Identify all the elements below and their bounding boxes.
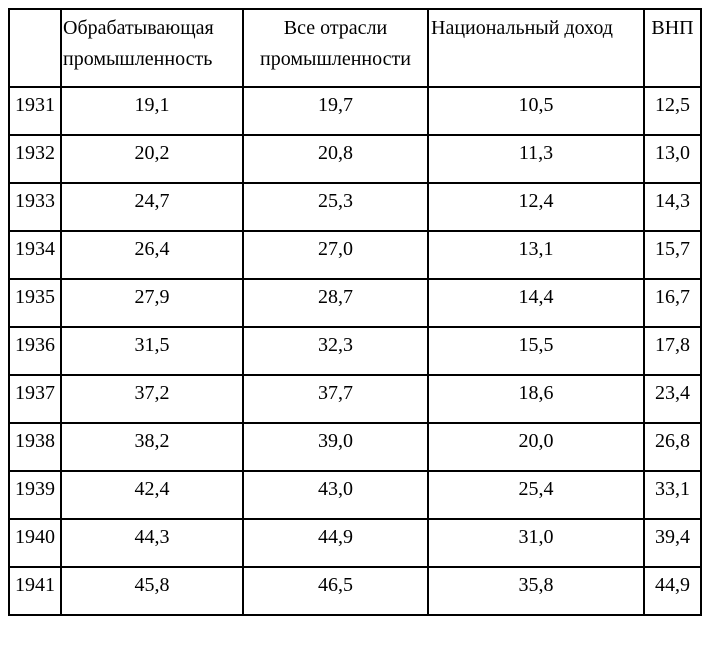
value-cell-manufacturing: 27,9 — [60, 278, 244, 328]
table-row: 1936 31,5 32,3 15,5 17,8 — [8, 326, 702, 376]
year-cell: 1940 — [8, 518, 62, 568]
value-cell-all-industries: 25,3 — [242, 182, 429, 232]
value-cell-national-income: 18,6 — [427, 374, 645, 424]
table-header: Обрабатывающая промышленность Все отрасл… — [8, 8, 702, 88]
value-cell-manufacturing: 42,4 — [60, 470, 244, 520]
value-cell-national-income: 14,4 — [427, 278, 645, 328]
value-cell-manufacturing: 26,4 — [60, 230, 244, 280]
year-cell: 1933 — [8, 182, 62, 232]
statistics-table: Обрабатывающая промышленность Все отрасл… — [8, 8, 702, 616]
statistics-table-container: Обрабатывающая промышленность Все отрасл… — [8, 8, 702, 616]
value-cell-gnp: 23,4 — [643, 374, 702, 424]
value-cell-national-income: 20,0 — [427, 422, 645, 472]
header-cell-manufacturing: Обрабатывающая промышленность — [60, 8, 244, 88]
table-row: 1934 26,4 27,0 13,1 15,7 — [8, 230, 702, 280]
table-row: 1933 24,7 25,3 12,4 14,3 — [8, 182, 702, 232]
value-cell-gnp: 14,3 — [643, 182, 702, 232]
value-cell-all-industries: 19,7 — [242, 86, 429, 136]
value-cell-all-industries: 44,9 — [242, 518, 429, 568]
value-cell-national-income: 12,4 — [427, 182, 645, 232]
table-row: 1939 42,4 43,0 25,4 33,1 — [8, 470, 702, 520]
value-cell-manufacturing: 24,7 — [60, 182, 244, 232]
value-cell-all-industries: 28,7 — [242, 278, 429, 328]
value-cell-gnp: 15,7 — [643, 230, 702, 280]
header-cell-all-industries: Все отрасли промышленности — [242, 8, 429, 88]
value-cell-all-industries: 32,3 — [242, 326, 429, 376]
year-cell: 1938 — [8, 422, 62, 472]
value-cell-manufacturing: 31,5 — [60, 326, 244, 376]
value-cell-all-industries: 27,0 — [242, 230, 429, 280]
value-cell-gnp: 44,9 — [643, 566, 702, 616]
table-body: 1931 19,1 19,7 10,5 12,5 1932 20,2 20,8 11,3 13,0… — [8, 86, 702, 616]
value-cell-manufacturing: 20,2 — [60, 134, 244, 184]
table-row: 1938 38,2 39,0 20,0 26,8 — [8, 422, 702, 472]
value-cell-national-income: 31,0 — [427, 518, 645, 568]
value-cell-all-industries: 20,8 — [242, 134, 429, 184]
header-cell-year — [8, 8, 62, 88]
value-cell-national-income: 13,1 — [427, 230, 645, 280]
table-row: 1935 27,9 28,7 14,4 16,7 — [8, 278, 702, 328]
value-cell-gnp: 17,8 — [643, 326, 702, 376]
value-cell-manufacturing: 19,1 — [60, 86, 244, 136]
header-row: Обрабатывающая промышленность Все отрасл… — [8, 8, 702, 88]
header-cell-gnp: ВНП — [643, 8, 702, 88]
value-cell-gnp: 13,0 — [643, 134, 702, 184]
table-row: 1932 20,2 20,8 11,3 13,0 — [8, 134, 702, 184]
year-cell: 1939 — [8, 470, 62, 520]
year-cell: 1936 — [8, 326, 62, 376]
table-row: 1937 37,2 37,7 18,6 23,4 — [8, 374, 702, 424]
value-cell-gnp: 16,7 — [643, 278, 702, 328]
table-row: 1931 19,1 19,7 10,5 12,5 — [8, 86, 702, 136]
year-cell: 1934 — [8, 230, 62, 280]
value-cell-all-industries: 43,0 — [242, 470, 429, 520]
year-cell: 1935 — [8, 278, 62, 328]
value-cell-manufacturing: 38,2 — [60, 422, 244, 472]
value-cell-national-income: 11,3 — [427, 134, 645, 184]
year-cell: 1937 — [8, 374, 62, 424]
value-cell-gnp: 12,5 — [643, 86, 702, 136]
value-cell-all-industries: 37,7 — [242, 374, 429, 424]
value-cell-national-income: 10,5 — [427, 86, 645, 136]
value-cell-gnp: 39,4 — [643, 518, 702, 568]
value-cell-national-income: 25,4 — [427, 470, 645, 520]
table-row: 1940 44,3 44,9 31,0 39,4 — [8, 518, 702, 568]
value-cell-national-income: 15,5 — [427, 326, 645, 376]
year-cell: 1931 — [8, 86, 62, 136]
value-cell-manufacturing: 44,3 — [60, 518, 244, 568]
value-cell-manufacturing: 45,8 — [60, 566, 244, 616]
header-cell-national-income: Национальный доход — [427, 8, 645, 88]
table-row: 1941 45,8 46,5 35,8 44,9 — [8, 566, 702, 616]
year-cell: 1941 — [8, 566, 62, 616]
value-cell-gnp: 26,8 — [643, 422, 702, 472]
value-cell-gnp: 33,1 — [643, 470, 702, 520]
value-cell-manufacturing: 37,2 — [60, 374, 244, 424]
value-cell-national-income: 35,8 — [427, 566, 645, 616]
value-cell-all-industries: 39,0 — [242, 422, 429, 472]
year-cell: 1932 — [8, 134, 62, 184]
value-cell-all-industries: 46,5 — [242, 566, 429, 616]
